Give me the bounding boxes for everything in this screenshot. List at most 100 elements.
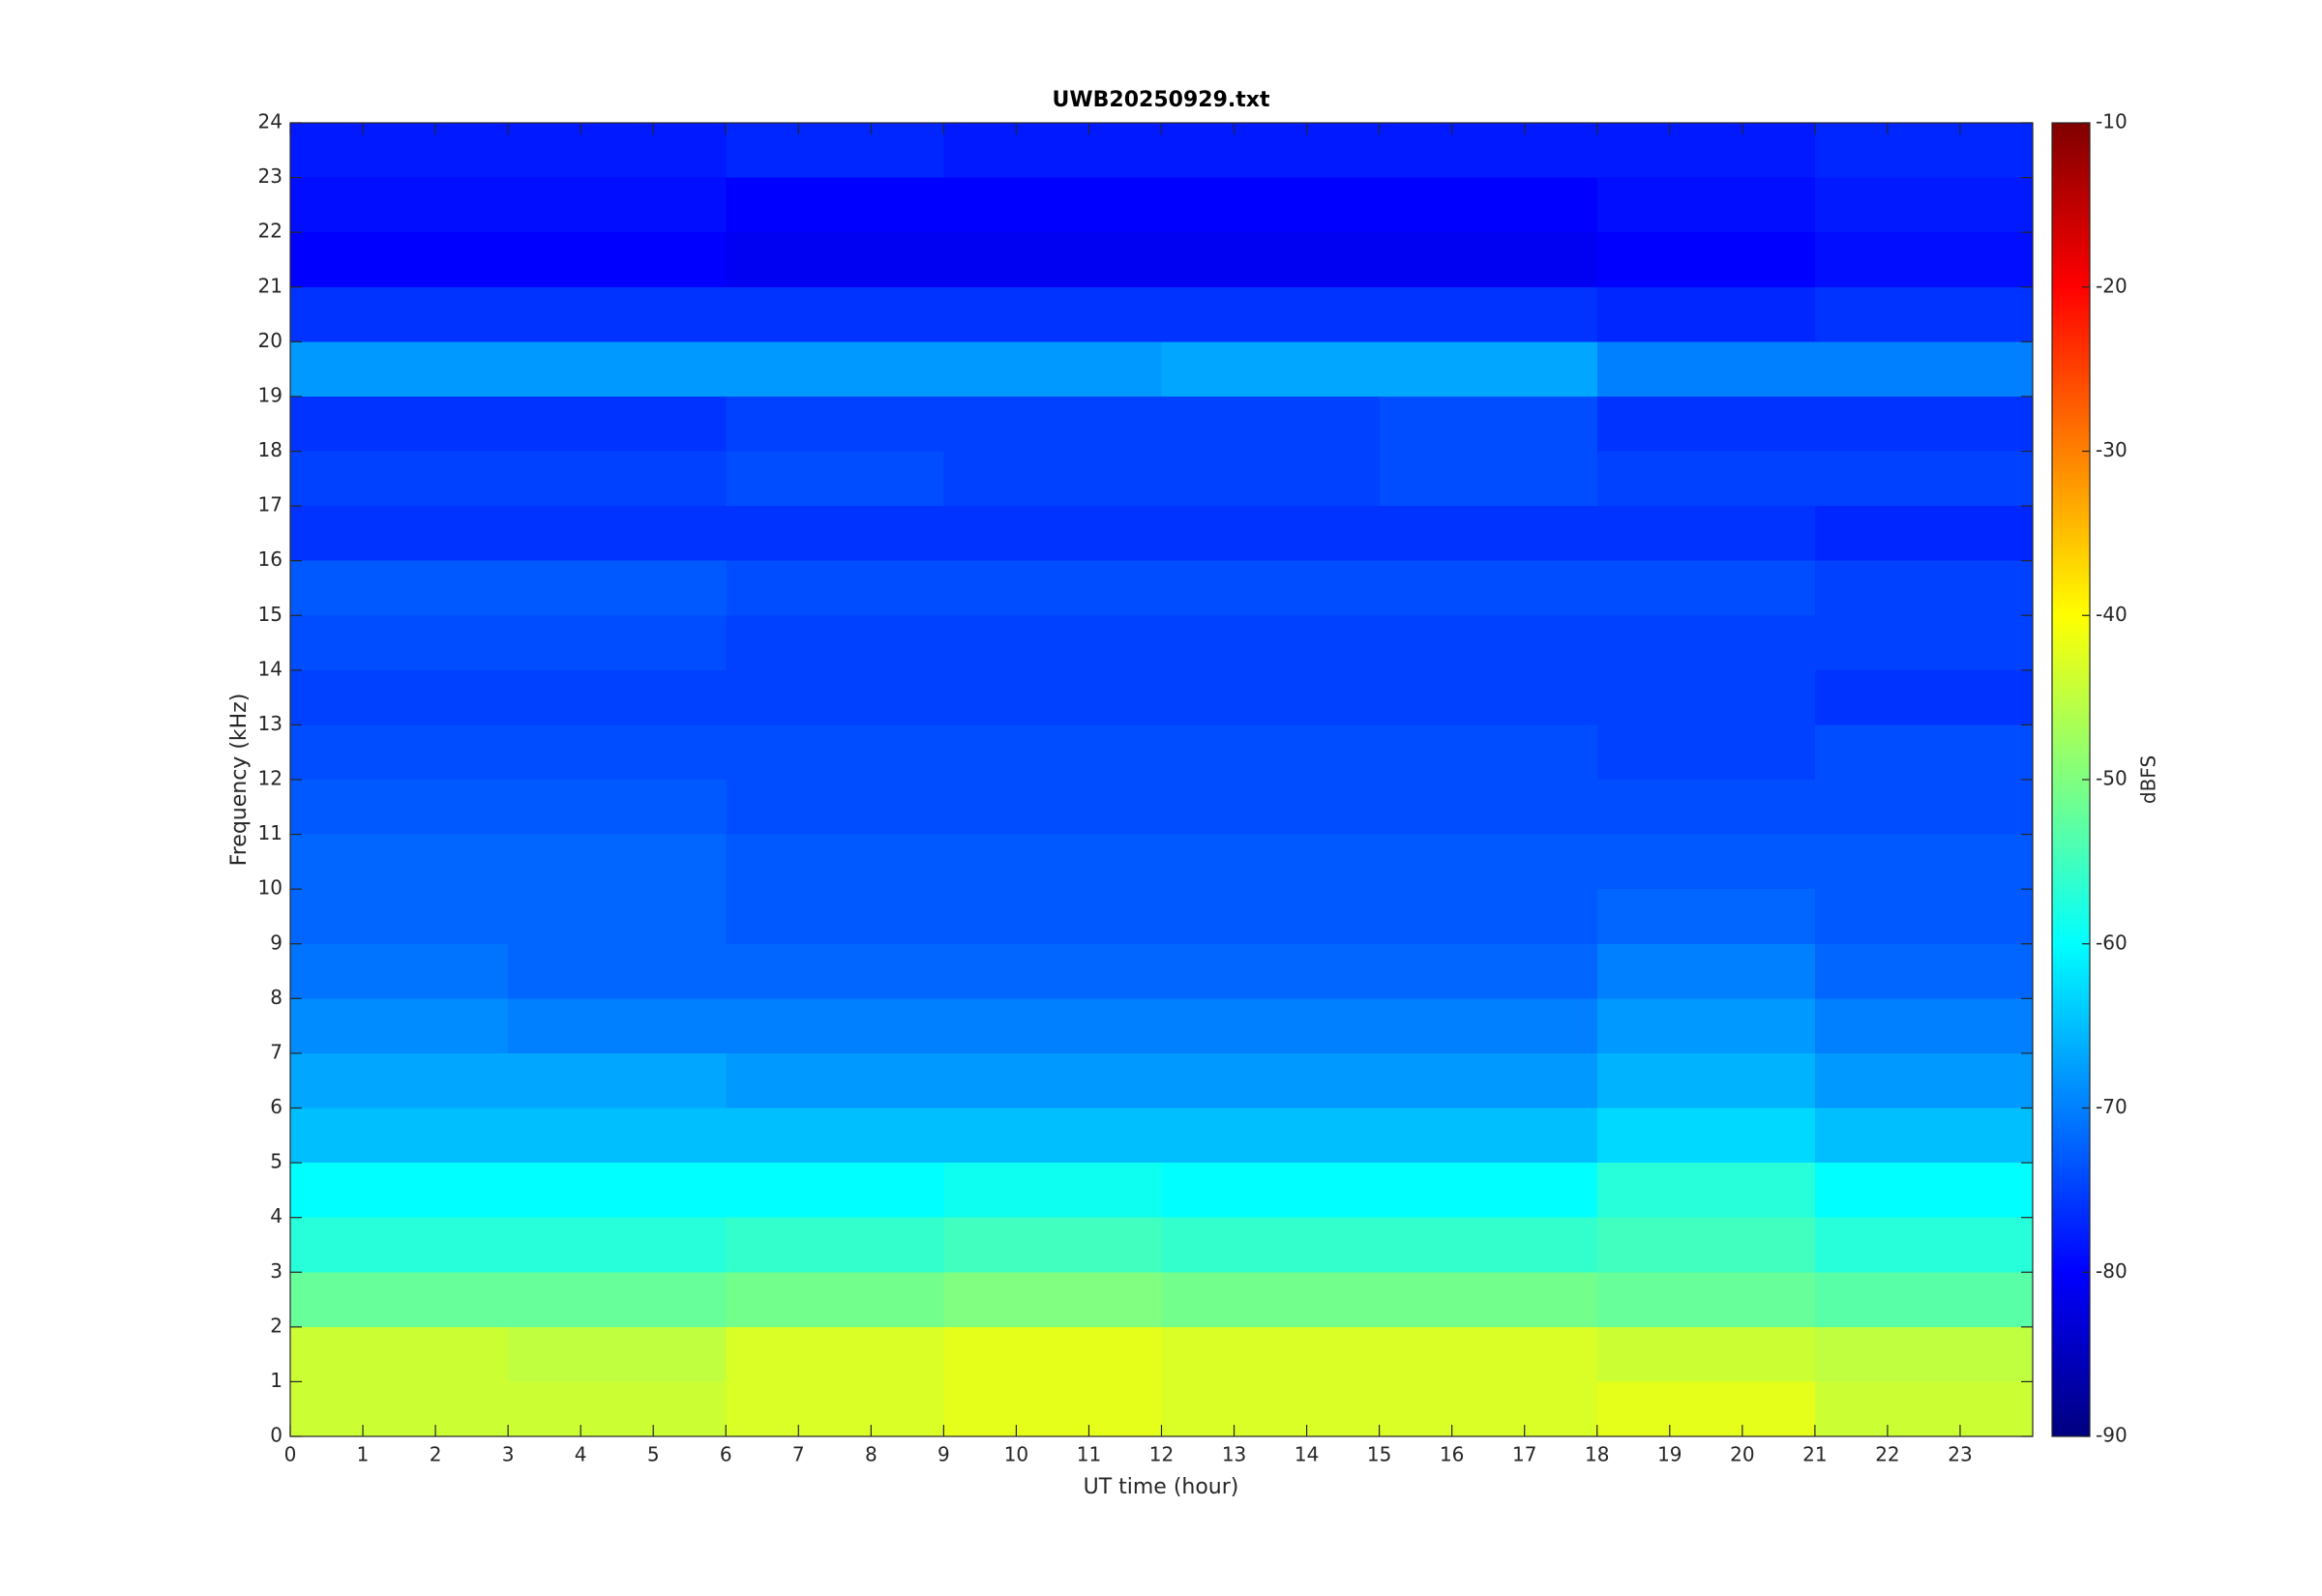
heatmap-cell [1596,286,1815,342]
heatmap-cell [943,889,1162,944]
heatmap-cell [290,123,509,178]
heatmap-cell [726,560,944,616]
heatmap-cell [1814,123,2033,178]
heatmap-cell [726,615,944,670]
heatmap-cell [290,286,509,342]
heatmap-cell [1379,1217,1597,1273]
heatmap-cell [1814,1272,2033,1327]
heatmap-cell [1596,724,1815,780]
heatmap-cell [1379,998,1597,1053]
heatmap-cell [943,396,1162,452]
heatmap-cell [726,1272,944,1327]
colorbar-tick-label: -40 [2096,603,2128,626]
heatmap-cell [943,724,1162,780]
heatmap-cell [1596,1052,1815,1108]
heatmap-cell [1161,669,1380,725]
heatmap-cell [1596,1381,1815,1436]
heatmap-cell [943,998,1162,1053]
y-tick-label: 6 [270,1095,283,1118]
heatmap-cell [1161,1217,1380,1273]
heatmap-cell [508,1163,727,1218]
heatmap-cell [1161,1326,1380,1382]
heatmap-cell [1814,1217,2033,1273]
y-tick-label: 8 [270,986,283,1009]
heatmap-cell [943,341,1162,397]
heatmap-cell [1379,1163,1597,1218]
heatmap-cell [726,943,944,999]
x-tick-label: 1 [357,1443,370,1466]
y-tick-label: 20 [258,329,283,352]
heatmap-cell [1814,177,2033,233]
heatmap-cell [1379,669,1597,725]
heatmap-cell [1596,451,1815,507]
y-tick-label: 24 [258,110,283,133]
heatmap-cell [1596,1326,1815,1382]
heatmap-cell [508,1052,727,1108]
heatmap-cell [1814,1052,2033,1108]
heatmap-cell [943,232,1162,287]
heatmap-cell [508,177,727,233]
y-tick-label: 10 [258,876,283,900]
heatmap-cell [1596,123,1815,178]
heatmap-cell [943,123,1162,178]
heatmap-cell [1379,1272,1597,1327]
heatmap-cell [943,669,1162,725]
colorbar-tick-label: -10 [2096,110,2128,133]
heatmap-cell [508,123,727,178]
heatmap-cell [726,286,944,342]
heatmap-cell [1814,286,2033,342]
heatmap-cell [508,286,727,342]
y-tick-label: 23 [258,164,283,188]
y-tick-label: 12 [258,767,283,790]
heatmap-cell [508,889,727,944]
heatmap-cell [943,834,1162,890]
x-tick-label: 22 [1875,1443,1899,1466]
heatmap-cell [943,1163,1162,1218]
x-tick-label: 14 [1295,1443,1319,1466]
y-tick-label: 2 [270,1314,283,1337]
heatmap-cell [726,123,944,178]
heatmap-cell [1814,615,2033,670]
heatmap-cell [1379,286,1597,342]
heatmap-cell [1596,177,1815,233]
heatmap-cell [1379,451,1597,507]
x-tick-label: 8 [865,1443,878,1466]
heatmap-cell [290,1163,509,1218]
heatmap-cell [1596,1272,1815,1327]
heatmap-cell [1161,1381,1380,1436]
heatmap-cell [1161,998,1380,1053]
heatmap-cell [1814,669,2033,725]
y-tick-label: 0 [270,1424,283,1447]
x-tick-label: 21 [1802,1443,1827,1466]
heatmap-cell [290,1326,509,1382]
heatmap-cell [1596,615,1815,670]
heatmap-cell [1161,286,1380,342]
colorbar-tick-label: -20 [2096,274,2128,297]
heatmap-cell [1596,1217,1815,1273]
x-tick-label: 16 [1440,1443,1464,1466]
heatmap-cell [290,1052,509,1108]
heatmap-cell [726,1052,944,1108]
heatmap-cell [1596,669,1815,725]
heatmap-cell [726,724,944,780]
y-tick-label: 9 [270,931,283,954]
heatmap-cell [1814,1163,2033,1218]
heatmap-cell [290,341,509,397]
heatmap-cell [290,506,509,561]
heatmap-cell [1379,1052,1597,1108]
heatmap-cell [1379,1326,1597,1382]
heatmap-cell [1814,341,2033,397]
heatmap-cell [1814,451,2033,507]
heatmap-cell [1379,889,1597,944]
heatmap-cell [943,1108,1162,1164]
y-tick-label: 15 [258,603,283,626]
x-tick-label: 12 [1149,1443,1174,1466]
heatmap-cell [1379,780,1597,835]
heatmap-cell [943,943,1162,999]
heatmap-cell [1161,780,1380,835]
heatmap-cell [1379,1381,1597,1436]
y-tick-label: 18 [258,438,283,461]
heatmap-cell [1161,1052,1380,1108]
heatmap-cell [290,1381,509,1436]
